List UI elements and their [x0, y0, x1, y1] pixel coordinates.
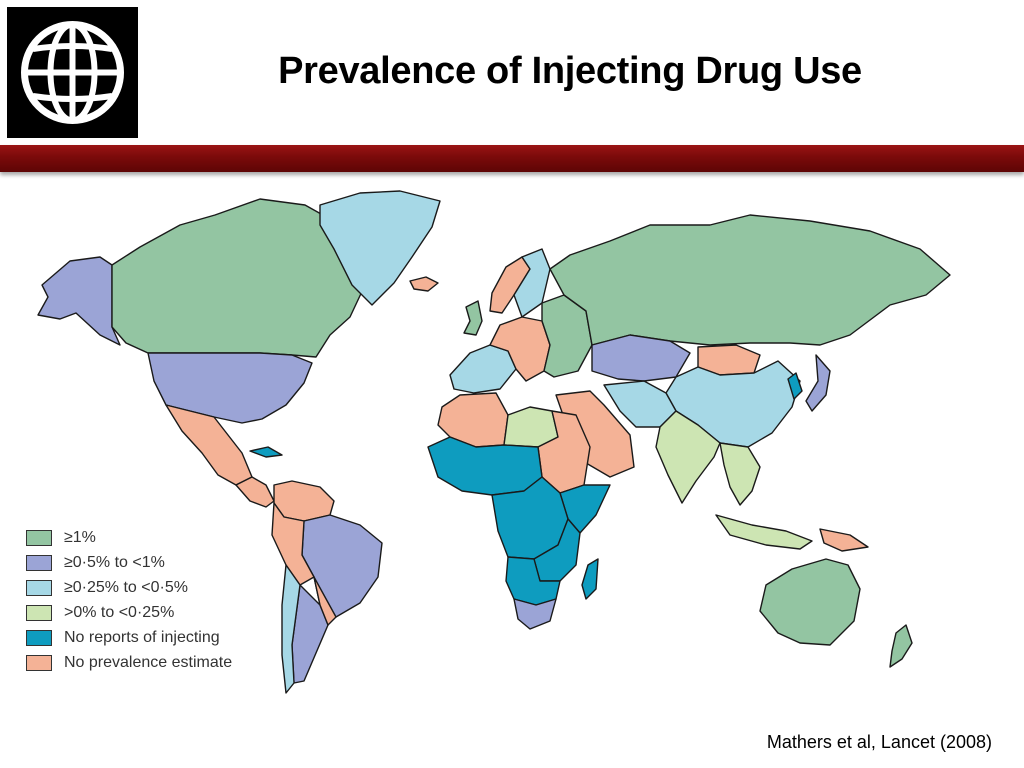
legend-swatch: [26, 529, 52, 546]
legend-swatch: [26, 604, 52, 621]
region-russia: [549, 214, 951, 346]
legend-item: ≥1%: [26, 525, 266, 550]
legend-item: >0% to <0·25%: [26, 600, 266, 625]
region-india: [655, 410, 721, 504]
legend-swatch: [26, 579, 52, 596]
legend-label: >0% to <0·25%: [64, 603, 175, 621]
region-uruguay-paraguay: [313, 576, 337, 626]
legend-label: ≥0·5% to <1%: [64, 553, 165, 571]
legend-label: No reports of injecting: [64, 628, 220, 646]
region-australia: [759, 558, 861, 646]
region-central-america: [235, 476, 275, 508]
legend-swatch: [26, 554, 52, 571]
legend-item: ≥0·5% to <1%: [26, 550, 266, 575]
globe-icon: [21, 21, 124, 124]
region-uk: [463, 300, 483, 336]
world-map: [30, 185, 990, 695]
legend-swatch: [26, 629, 52, 646]
legend-item: No prevalence estimate: [26, 650, 266, 675]
region-new-zealand: [889, 624, 913, 668]
region-madagascar: [581, 558, 599, 600]
region-west-africa: [427, 436, 543, 496]
legend-label: No prevalence estimate: [64, 653, 233, 671]
legend-label: ≥1%: [64, 528, 96, 546]
title-divider-bar: [0, 145, 1024, 172]
world-bank-logo: [7, 7, 138, 138]
legend-label: ≥0·25% to <0·5%: [64, 578, 188, 596]
region-cuba: [249, 446, 283, 458]
legend-item: ≥0·25% to <0·5%: [26, 575, 266, 600]
region-finland-sweden: [513, 248, 551, 318]
map-legend: ≥1% ≥0·5% to <1% ≥0·25% to <0·5% >0% to …: [26, 525, 266, 675]
region-iceland: [409, 276, 439, 292]
legend-swatch: [26, 654, 52, 671]
region-new-guinea: [819, 528, 869, 552]
region-western-europe: [449, 344, 517, 394]
legend-item: No reports of injecting: [26, 625, 266, 650]
slide-title: Prevalence of Injecting Drug Use: [278, 50, 862, 92]
region-chile: [281, 564, 301, 694]
citation: Mathers et al, Lancet (2008): [766, 732, 992, 752]
region-japan: [805, 354, 831, 412]
region-alaska: [37, 256, 121, 346]
region-southeast-asia: [719, 442, 761, 506]
region-greenland: [319, 190, 441, 306]
region-south-africa: [513, 598, 557, 630]
region-indonesia: [715, 514, 813, 550]
region-korea: [787, 372, 803, 400]
